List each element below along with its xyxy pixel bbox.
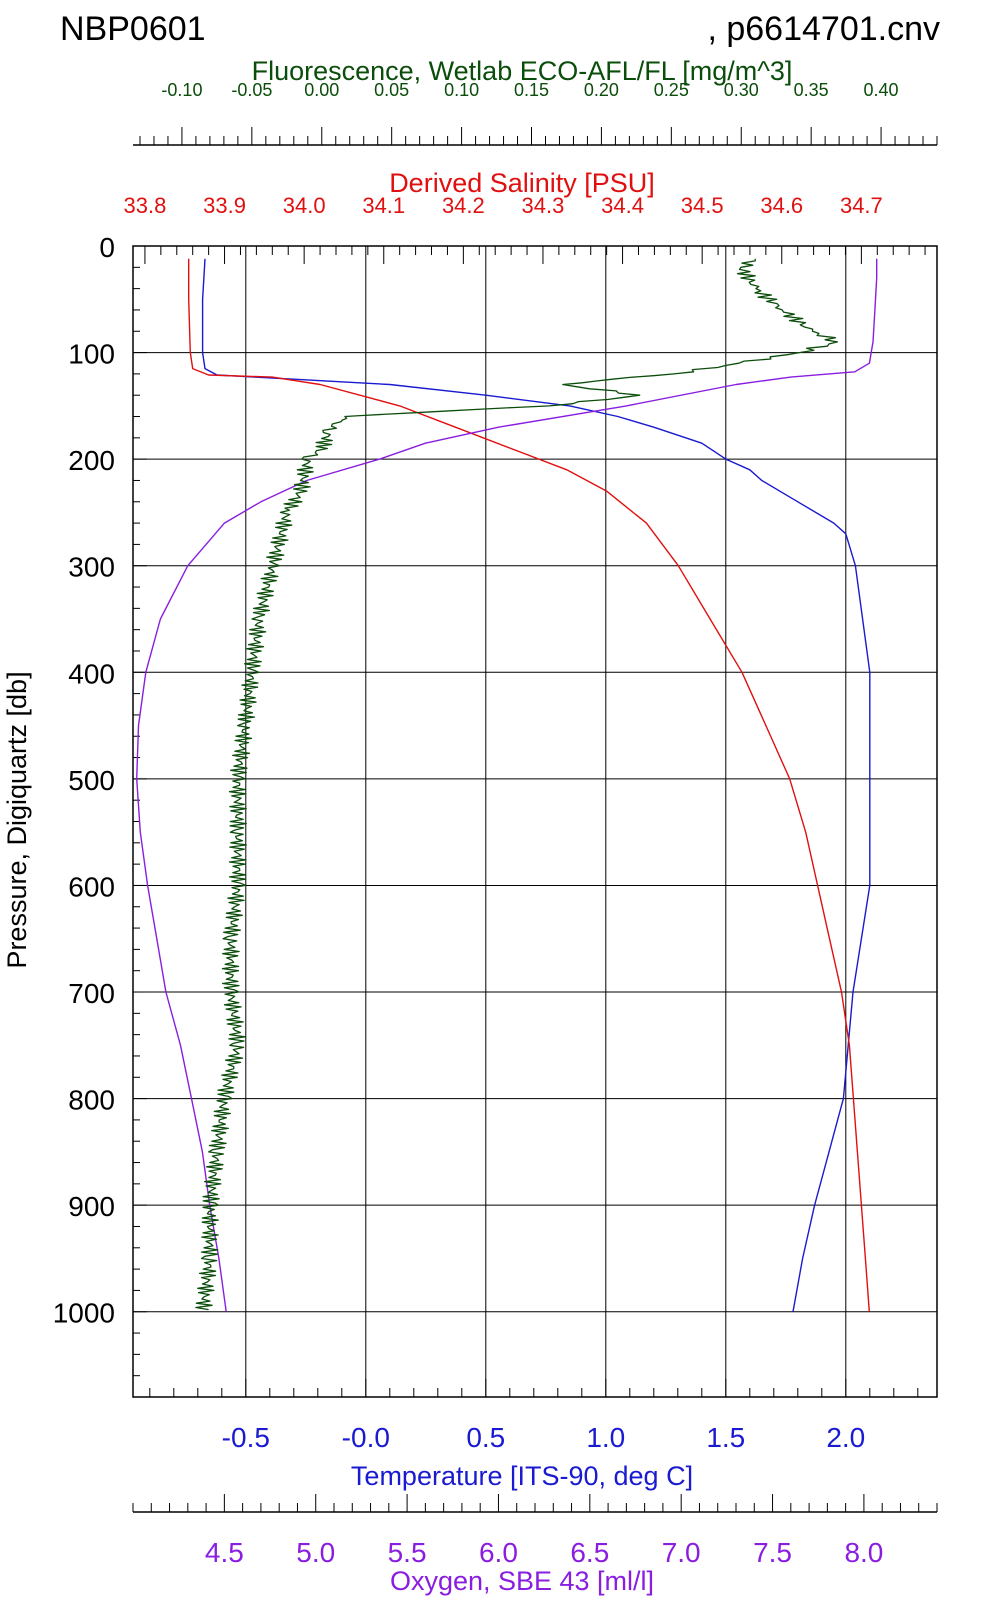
fluorescence-tick-label: 0.15 — [514, 80, 549, 100]
pressure-tick-label: 700 — [68, 978, 115, 1009]
data-series — [135, 258, 878, 1312]
oxygen-tick-label: 7.0 — [662, 1537, 701, 1568]
salinity-tick-label: 34.1 — [362, 193, 405, 218]
fluorescence-tick-label: 0.10 — [444, 80, 479, 100]
fluorescence-line — [195, 258, 839, 1311]
pressure-tick-label: 200 — [68, 445, 115, 476]
grid-lines — [133, 246, 937, 1397]
temperature-axis-label: Temperature [ITS-90, deg C] — [351, 1461, 693, 1491]
temperature-tick-label: 0.5 — [466, 1422, 505, 1453]
plot-frame — [132, 245, 938, 1398]
cruise-title: NBP0601 — [60, 10, 206, 48]
pressure-tick-label: 100 — [68, 339, 115, 370]
pressure-tick-label: 300 — [68, 552, 115, 583]
salinity-tick-label: 34.3 — [522, 193, 565, 218]
temperature-line — [201, 258, 871, 1312]
salinity-tick-label: 34.0 — [283, 193, 326, 218]
pressure-tick-label: 400 — [68, 658, 115, 689]
temperature-tick-label: 2.0 — [826, 1422, 865, 1453]
fluorescence-tick-label: 0.00 — [304, 80, 339, 100]
salinity-tick-label: 33.8 — [124, 193, 167, 218]
pressure-tick-label: 600 — [68, 871, 115, 902]
oxygen-tick-label: 6.5 — [570, 1537, 609, 1568]
fluorescence-tick-label: 0.05 — [374, 80, 409, 100]
fluorescence-tick-label: -0.05 — [231, 80, 272, 100]
oxygen-tick-label: 8.0 — [844, 1537, 883, 1568]
pressure-tick-label: 1000 — [53, 1298, 115, 1329]
salinity-axis-label: Derived Salinity [PSU] — [389, 168, 655, 198]
fluorescence-tick-label: -0.10 — [161, 80, 202, 100]
fluorescence-tick-label: 0.25 — [654, 80, 689, 100]
oxygen-tick-label: 6.0 — [479, 1537, 518, 1568]
oxygen-axis-label: Oxygen, SBE 43 [ml/l] — [390, 1566, 654, 1596]
oxygen-tick-label: 5.0 — [296, 1537, 335, 1568]
temperature-tick-label: 1.0 — [586, 1422, 625, 1453]
temperature-tick-label: -0.0 — [342, 1422, 390, 1453]
salinity-tick-label: 34.5 — [681, 193, 724, 218]
pressure-tick-label: 500 — [68, 765, 115, 796]
oxygen-line — [135, 258, 878, 1312]
pressure-tick-label: 800 — [68, 1085, 115, 1116]
fluorescence-tick-label: 0.35 — [794, 80, 829, 100]
salinity-tick-label: 34.6 — [760, 193, 803, 218]
file-title: , p6614701.cnv — [707, 10, 940, 48]
oxygen-tick-label: 4.5 — [205, 1537, 244, 1568]
fluorescence-axis-label: Fluorescence, Wetlab ECO-AFL/FL [mg/m^3] — [252, 56, 793, 86]
salinity-tick-label: 34.7 — [840, 193, 883, 218]
salinity-tick-label: 34.2 — [442, 193, 485, 218]
pressure-tick-label: 900 — [68, 1191, 115, 1222]
plot-border — [132, 245, 938, 1398]
salinity-tick-label: 34.4 — [601, 193, 644, 218]
fluorescence-tick-label: 0.20 — [584, 80, 619, 100]
temperature-tick-label: -0.5 — [222, 1422, 270, 1453]
temperature-tick-label: 1.5 — [706, 1422, 745, 1453]
pressure-axis-label: Pressure, Digiquartz [db] — [2, 671, 32, 968]
pressure-tick-label: 0 — [99, 232, 115, 263]
oxygen-tick-label: 5.5 — [388, 1537, 427, 1568]
fluorescence-tick-label: 0.40 — [864, 80, 899, 100]
axes: 0 100 200 300 400 500 600 700 800 900 1000 -0.10 -0.… — [53, 80, 938, 1568]
fluorescence-tick-label: 0.30 — [724, 80, 759, 100]
salinity-line — [187, 258, 870, 1312]
salinity-tick-label: 33.9 — [203, 193, 246, 218]
oxygen-tick-label: 7.5 — [753, 1537, 792, 1568]
